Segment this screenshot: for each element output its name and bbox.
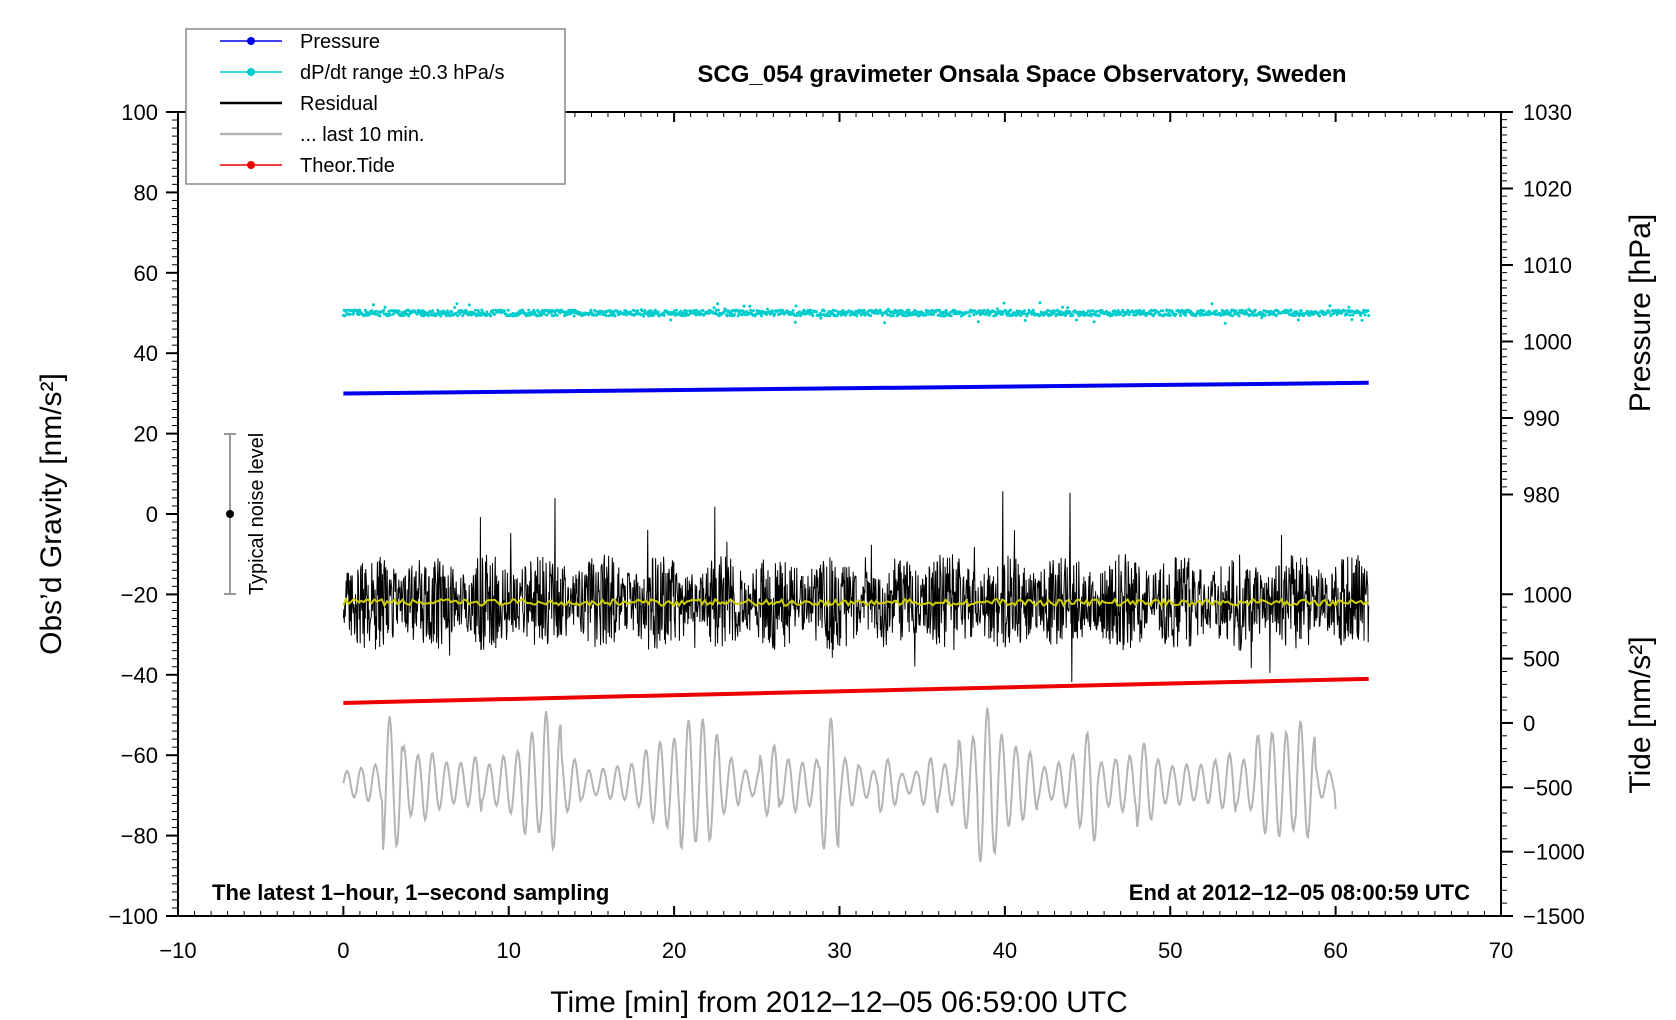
pressure-series xyxy=(343,380,1369,396)
y-tick-label: 40 xyxy=(134,341,158,366)
legend: Pressure dP/dt range ±0.3 hPa/s Residual..… xyxy=(185,28,566,185)
x-tick-label: 30 xyxy=(827,938,851,963)
pressure-line xyxy=(343,380,1369,396)
tide-axis-ticks: 1000 500 0 −500 −1000 −1500 xyxy=(1501,582,1585,929)
tide-tick-label: 500 xyxy=(1523,647,1560,672)
pressure-axis-title: Pressure [hPa] xyxy=(1624,214,1657,412)
pressure-tick-label: 980 xyxy=(1523,483,1560,508)
x-tick-label: −10 xyxy=(159,938,196,963)
residual-series xyxy=(342,491,1370,683)
y-tick-label: 100 xyxy=(121,100,158,125)
x-tick-label: 60 xyxy=(1323,938,1347,963)
residual-line xyxy=(342,491,1370,683)
x-tick-label: 40 xyxy=(993,938,1017,963)
legend-label: Pressure xyxy=(300,31,380,53)
y-tick-label: −40 xyxy=(121,663,158,688)
bottom-right-note: End at 2012–12–05 08:00:59 UTC xyxy=(1129,880,1470,905)
tide-tick-label: −1000 xyxy=(1523,840,1585,865)
pressure-axis-ticks: 1030 1020 1010 1000 990 980 xyxy=(1501,100,1572,508)
legend-marker xyxy=(247,68,255,76)
dpdt-points xyxy=(341,301,1371,325)
y-axis-title: Obs’d Gravity [nm/s²] xyxy=(35,373,68,655)
y-tick-label: −60 xyxy=(121,743,158,768)
tide-axis-title: Tide [nm/s²] xyxy=(1624,636,1657,793)
last-10-min-line xyxy=(342,707,1337,863)
y-tick-label: 20 xyxy=(134,422,158,447)
tide-tick-label: −1500 xyxy=(1523,904,1585,929)
tide-tick-label: 0 xyxy=(1523,711,1535,736)
x-axis-title: Time [min] from 2012–12–05 06:59:00 UTC xyxy=(550,986,1128,1019)
legend-marker xyxy=(247,161,255,169)
noise-bar: Typical noise level xyxy=(224,433,268,595)
y-tick-label: 60 xyxy=(134,261,158,286)
bottom-left-note: The latest 1–hour, 1–second sampling xyxy=(212,880,609,905)
y-tick-label: 0 xyxy=(146,502,158,527)
noise-bar-label: Typical noise level xyxy=(246,433,268,595)
tide-tick-label: 1000 xyxy=(1523,582,1572,607)
y-tick-label: −20 xyxy=(121,582,158,607)
tide-tick-label: −500 xyxy=(1523,775,1573,800)
legend-items: Pressure dP/dt range ±0.3 hPa/s Residual..… xyxy=(220,31,504,177)
legend-label: Residual xyxy=(300,93,378,115)
pressure-tick-label: 1000 xyxy=(1523,330,1572,355)
y-tick-label: −100 xyxy=(108,904,158,929)
legend-label: dP/dt range ±0.3 hPa/s xyxy=(300,62,504,84)
dpdt-series xyxy=(341,301,1371,325)
last-10-min-series xyxy=(342,707,1337,863)
residual-smoothed-series xyxy=(342,597,1369,608)
legend-label: ... last 10 min. xyxy=(300,124,425,146)
pressure-tick-label: 1030 xyxy=(1523,100,1572,125)
x-tick-label: 0 xyxy=(337,938,349,963)
x-tick-label: 10 xyxy=(497,938,521,963)
pressure-tick-label: 1010 xyxy=(1523,253,1572,278)
legend-box xyxy=(185,28,566,185)
pressure-tick-label: 990 xyxy=(1523,406,1560,431)
y-axis-ticks: 100 80 60 40 20 0 −20 −40 −60 −80 −100 xyxy=(108,100,178,929)
legend-label: Theor.Tide xyxy=(300,155,395,177)
x-tick-label: 50 xyxy=(1158,938,1182,963)
pressure-tick-label: 1020 xyxy=(1523,177,1572,202)
x-tick-label: 20 xyxy=(662,938,686,963)
y-tick-label: 80 xyxy=(134,180,158,205)
tide-line xyxy=(343,676,1369,705)
chart-title: SCG_054 gravimeter Onsala Space Observat… xyxy=(697,61,1346,88)
residual-smoothed-line xyxy=(342,597,1369,608)
noise-bar-center-dot xyxy=(226,510,234,518)
legend-marker xyxy=(247,37,255,45)
x-tick-label: 70 xyxy=(1489,938,1513,963)
tide-series xyxy=(343,676,1369,705)
y-tick-label: −80 xyxy=(121,824,158,849)
